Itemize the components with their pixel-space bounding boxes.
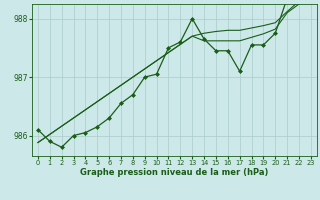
X-axis label: Graphe pression niveau de la mer (hPa): Graphe pression niveau de la mer (hPa) (80, 168, 268, 177)
